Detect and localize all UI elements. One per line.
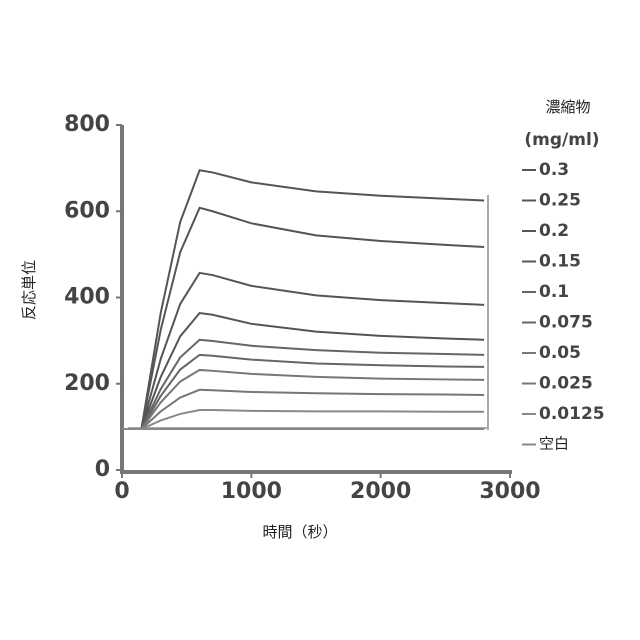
series-line: [122, 170, 484, 429]
legend-label: 0.1: [539, 282, 569, 302]
y-tick-label: 800: [64, 112, 110, 137]
legend-label: 0.2: [539, 221, 569, 241]
y-tick-label: 400: [64, 285, 110, 310]
series-line: [122, 390, 484, 429]
x-tick-label: 3000: [479, 479, 540, 504]
legend-label: 0.3: [539, 160, 569, 180]
legend-title: 濃縮物: [545, 98, 590, 116]
series-line: [122, 355, 484, 429]
legend-label: 0.25: [539, 191, 581, 211]
series-line: [122, 410, 484, 429]
x-tick-label: 2000: [350, 479, 411, 504]
y-tick-label: 0: [95, 457, 110, 482]
legend-label: 0.075: [539, 313, 593, 333]
legend-label: 空白: [539, 435, 569, 453]
legend-subtitle: (mg/ml): [524, 130, 599, 150]
y-tick-label: 600: [64, 198, 110, 223]
x-tick-label: 1000: [221, 479, 282, 504]
y-axis-label: 反応単位: [20, 260, 38, 320]
chart: 反応単位 時間（秒） 濃縮物 (mg/ml) 0 200 400 600 800 0 100…: [0, 0, 640, 640]
legend-label: 0.15: [539, 252, 581, 272]
legend-label: 0.0125: [539, 404, 605, 424]
series-line: [122, 273, 484, 429]
x-axis-label: 時間（秒）: [262, 523, 337, 541]
legend-label: 0.025: [539, 374, 593, 394]
x-tick-label: 0: [114, 479, 129, 504]
y-tick-label: 200: [64, 371, 110, 396]
legend-label: 0.05: [539, 343, 581, 363]
